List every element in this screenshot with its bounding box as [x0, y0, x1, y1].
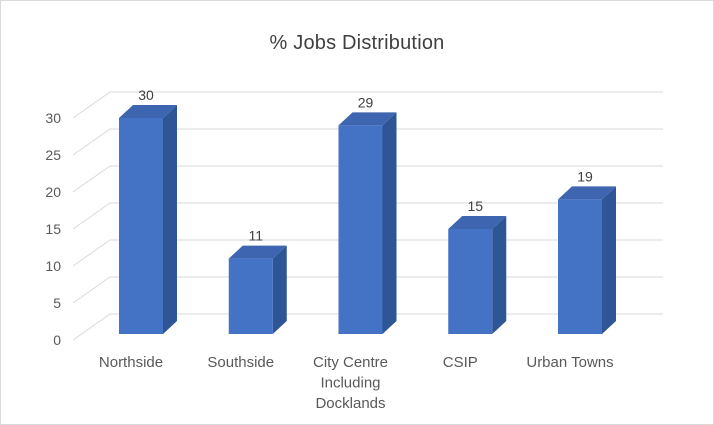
gridline	[72, 165, 663, 193]
category-label: Urban Towns	[526, 354, 613, 371]
y-tick-label: 20	[45, 184, 61, 200]
chart-title: % Jobs Distribution	[269, 32, 445, 54]
bar-top-face	[228, 245, 287, 259]
bar-side-face	[382, 112, 397, 335]
category-label: CSIP	[443, 354, 478, 371]
category-label: Docklands	[315, 395, 385, 412]
bar-top-face	[119, 105, 177, 118]
bar-front-face	[119, 118, 163, 334]
bar-side-face	[602, 186, 616, 334]
bar-side-face	[492, 216, 507, 334]
bar-csip[interactable]: 15	[448, 198, 507, 334]
bar-southside[interactable]: 11	[228, 228, 287, 334]
bar-city-centre-including-docklands[interactable]: 29	[338, 94, 397, 335]
gridline	[72, 202, 663, 230]
y-tick-label: 0	[53, 332, 61, 348]
bar-front-face	[338, 125, 383, 335]
bar-front-face	[448, 229, 493, 334]
category-label: Northside	[99, 354, 163, 371]
gridline	[72, 128, 663, 156]
y-tick-label: 30	[45, 110, 61, 126]
y-tick-label: 10	[45, 258, 61, 274]
y-tick-label: 5	[53, 295, 61, 311]
y-tick-label: 25	[45, 147, 61, 163]
category-label: Southside	[207, 354, 274, 371]
data-label: 29	[358, 94, 374, 110]
bar-top-face	[558, 186, 616, 200]
bar-front-face	[228, 258, 273, 334]
bar-front-face	[558, 199, 602, 334]
category-label: Including	[320, 375, 380, 392]
bar-top-face	[338, 112, 397, 126]
bar-northside[interactable]: 30	[119, 87, 177, 334]
data-label: 19	[577, 168, 593, 184]
bar-side-face	[163, 105, 177, 334]
y-tick-label: 15	[45, 221, 61, 237]
data-label: 11	[248, 228, 263, 244]
bar-side-face	[272, 245, 287, 334]
data-label: 30	[138, 87, 154, 103]
gridline	[72, 91, 663, 119]
bar-urban-towns[interactable]: 19	[558, 168, 616, 334]
category-label: City Centre	[313, 354, 388, 371]
data-label: 15	[467, 198, 483, 214]
bar-top-face	[448, 216, 507, 229]
